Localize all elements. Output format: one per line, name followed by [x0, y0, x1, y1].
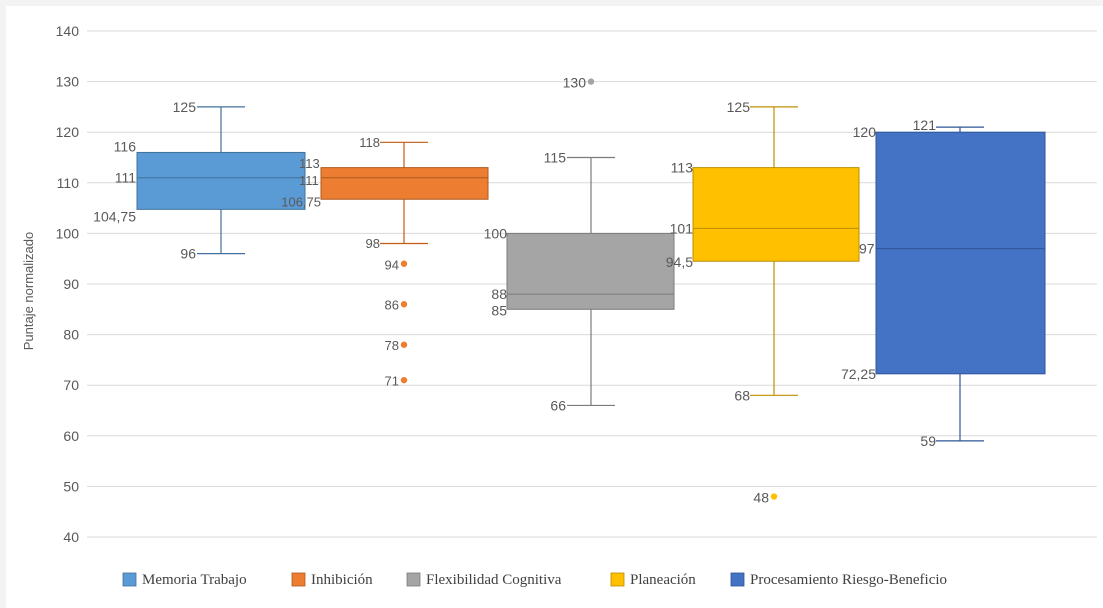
box-4 — [692, 167, 860, 262]
outlier-label: 94 — [385, 257, 399, 272]
legend-label: Memoria Trabajo — [142, 572, 247, 588]
box-3 — [506, 232, 675, 310]
data-label-min: 59 — [920, 433, 936, 449]
data-label-q1: 85 — [491, 302, 507, 318]
data-label-median: 111 — [115, 170, 136, 186]
outlier-point — [770, 493, 778, 500]
legend-swatch — [610, 572, 625, 587]
y-tick-label: 130 — [56, 74, 80, 90]
y-axis: 40 50 60 70 80 90 100 110 120 130 140 — [56, 23, 80, 545]
outlier-label: 130 — [563, 75, 587, 91]
data-label-max: 118 — [359, 135, 380, 150]
outlier-point — [587, 78, 595, 85]
y-tick-label: 70 — [63, 377, 79, 393]
outlier-label: 71 — [385, 374, 399, 389]
data-label-median: 101 — [670, 220, 694, 236]
data-label-q3: 120 — [853, 124, 877, 140]
y-tick-label: 110 — [57, 175, 80, 191]
legend-label: Flexibilidad Cognitiva — [426, 572, 562, 588]
data-label-min: 66 — [550, 397, 566, 413]
data-label-q3: 100 — [484, 225, 508, 241]
y-tick-label: 50 — [63, 478, 79, 494]
outlier-label: 86 — [385, 298, 399, 313]
boxplot-chart: 40 50 60 70 80 90 100 110 120 130 140 Puntaje norm… — [21, 23, 1097, 588]
legend-swatch — [406, 572, 421, 587]
box-2 — [320, 167, 489, 200]
box-1 — [136, 151, 306, 210]
data-label-median: 88 — [491, 286, 507, 302]
y-tick-label: 140 — [56, 23, 80, 39]
data-label-q3: 113 — [671, 160, 694, 176]
y-tick-label: 40 — [63, 529, 79, 545]
y-tick-label: 80 — [63, 327, 79, 343]
data-labels: 125 116 111 104,75 96 94 86 78 71 118 113 111 106,75… — [93, 75, 936, 506]
legend-label: Inhibición — [311, 572, 373, 588]
outlier-label: 78 — [385, 338, 399, 353]
data-label-q1: 94,5 — [666, 254, 693, 270]
data-label-q1: 106,75 — [281, 195, 321, 210]
data-label-min: 96 — [180, 246, 196, 262]
data-label-min: 68 — [734, 387, 750, 403]
data-label-max: 125 — [727, 99, 751, 115]
y-axis-title: Puntaje normalizado — [21, 232, 36, 351]
y-tick-label: 120 — [56, 124, 80, 140]
outlier-point — [400, 376, 408, 384]
legend-label: Planeación — [630, 572, 696, 588]
y-tick-label: 90 — [63, 276, 79, 292]
data-label-median: 97 — [859, 241, 875, 257]
data-label-median: 111 — [299, 173, 319, 188]
outlier-point — [400, 341, 408, 348]
data-label-min: 98 — [366, 236, 380, 251]
legend: Memoria Trabajo Inhibición Flexibilidad Co… — [122, 572, 947, 588]
outlier-point — [400, 301, 408, 308]
outlier-point — [400, 260, 408, 267]
data-label-max: 125 — [173, 99, 197, 115]
plot-area — [136, 78, 1046, 500]
y-tick-label: 100 — [56, 225, 80, 241]
legend-label: Procesamiento Riesgo-Beneficio — [750, 572, 947, 588]
data-label-max: 121 — [913, 117, 937, 133]
data-label-q3: 113 — [299, 156, 320, 171]
box-5 — [875, 131, 1046, 375]
data-label-q1: 104,75 — [93, 208, 136, 224]
chart-frame: 40 50 60 70 80 90 100 110 120 130 140 Puntaje norm… — [6, 6, 1103, 608]
outlier-label: 48 — [753, 490, 769, 506]
legend-swatch — [291, 572, 306, 587]
legend-swatch — [122, 572, 137, 587]
legend-swatch — [730, 572, 745, 587]
data-label-max: 115 — [544, 150, 567, 166]
data-label-q1: 72,25 — [841, 366, 876, 382]
y-tick-label: 60 — [63, 428, 79, 444]
data-label-q3: 116 — [114, 138, 137, 154]
